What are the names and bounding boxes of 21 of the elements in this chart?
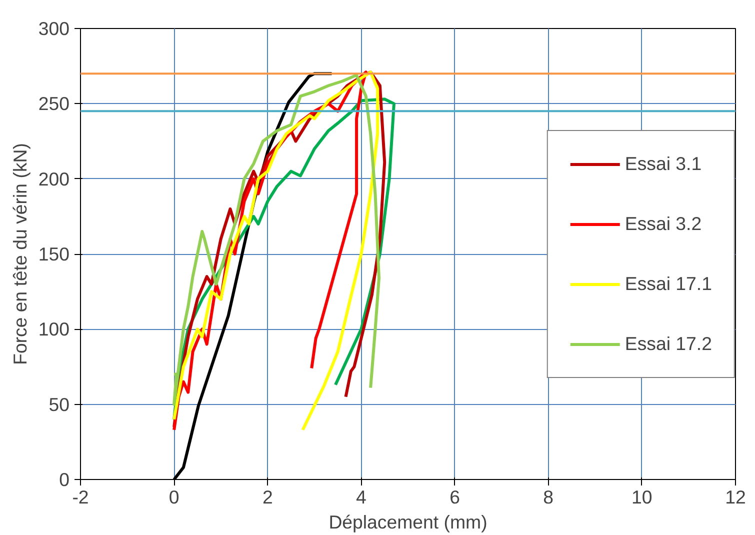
y-tick-label: 0	[59, 469, 70, 490]
x-tick-label: 8	[543, 486, 554, 508]
y-tick-label: 50	[48, 394, 70, 415]
y-tick-label: 200	[38, 168, 70, 190]
legend-label: Essai 17.1	[624, 272, 712, 294]
x-tick-label: 12	[725, 486, 746, 508]
y-axis-title: Force en tête du vérin (kN)	[9, 143, 30, 365]
y-tick-label: 150	[38, 244, 70, 264]
x-axis-title: Déplacement (mm)	[328, 512, 488, 532]
x-tick-label: 6	[450, 486, 460, 508]
x-tick-label: 0	[168, 486, 180, 508]
x-tick-label: -2	[72, 486, 89, 508]
legend-label: Essai 3.2	[624, 212, 702, 234]
y-tick-label: 300	[38, 18, 70, 39]
x-tick-label: 4	[356, 486, 366, 508]
y-tick-label: 250	[38, 93, 70, 114]
y-tick-label: 100	[38, 318, 70, 340]
legend-label: Essai 17.2	[624, 332, 712, 354]
legend-label: Essai 3.1	[624, 152, 702, 174]
x-tick-label: 10	[632, 486, 652, 508]
x-tick-label: 2	[262, 486, 273, 508]
